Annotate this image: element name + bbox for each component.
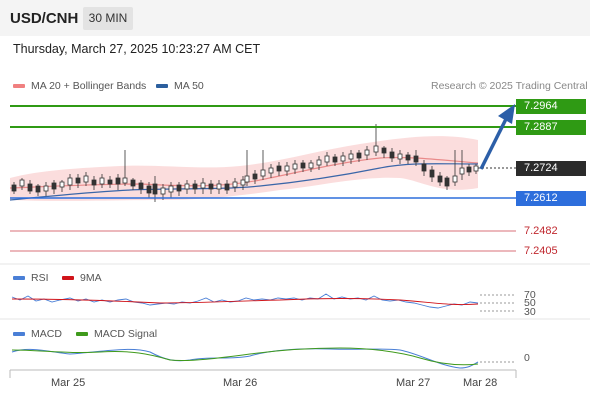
ma20-swatch (13, 84, 25, 88)
bollinger-band (10, 136, 478, 201)
legend-ma20-label: MA 20 + Bollinger Bands (31, 80, 147, 92)
tag-pivot: 7.2612 (516, 191, 586, 206)
legend-macd-signal-label: MACD Signal (94, 328, 158, 340)
legend-macd-label: MACD (31, 328, 62, 340)
ma50-line (9, 163, 479, 201)
legend-macd: MACD (13, 328, 62, 340)
tag-s2: 7.2405 (524, 245, 558, 257)
legend-rsi: RSI (13, 272, 49, 284)
currency-pair-title: USD/CNH (10, 10, 79, 27)
tag-r1: 7.2887 (516, 120, 586, 135)
forecast-arrow-head (498, 104, 515, 124)
macd-signal-line (11, 347, 479, 366)
legend-macd-signal: MACD Signal (76, 328, 157, 340)
chart-header: USD/CNH 30 MIN (0, 0, 590, 36)
rsi-tick-70: 70 (524, 289, 536, 301)
tag-last-price: 7.2724 (516, 161, 586, 176)
x-label-mar25: Mar 25 (51, 377, 86, 389)
macd-swatch (13, 332, 25, 336)
legend-ma50-label: MA 50 (174, 80, 204, 92)
x-label-mar26: Mar 26 (223, 377, 258, 389)
ma50-swatch (156, 84, 168, 88)
rsi-ma-swatch (62, 276, 74, 280)
forecast-arrow-shaft (479, 114, 510, 170)
x-label-mar27: Mar 27 (396, 377, 431, 389)
tag-s1: 7.2482 (524, 225, 558, 237)
legend-ma50: MA 50 (156, 80, 204, 92)
legend-rsi-label: RSI (31, 272, 49, 284)
rsi-line (11, 293, 479, 309)
legend-rsi-ma-label: 9MA (80, 272, 102, 284)
macd-tick-zero: 0 (524, 352, 530, 364)
rsi-ma-line (11, 298, 479, 305)
x-label-mar28: Mar 28 (463, 377, 498, 389)
timestamp: Thursday, March 27, 2025 10:23:27 AM CET (13, 42, 261, 56)
rsi-tick-30: 30 (524, 306, 536, 318)
timeframe-button[interactable]: 30 MIN (83, 7, 133, 30)
macd-line (11, 348, 479, 369)
credit-text: Research © 2025 Trading Central (431, 80, 588, 92)
candlesticks (11, 124, 479, 202)
tag-r2: 7.2964 (516, 99, 586, 114)
macd-signal-swatch (76, 332, 88, 336)
legend-rsi-ma: 9MA (62, 272, 102, 284)
rsi-tick-50: 50 (524, 297, 536, 309)
rsi-swatch (13, 276, 25, 280)
legend-ma20: MA 20 + Bollinger Bands (13, 80, 146, 92)
